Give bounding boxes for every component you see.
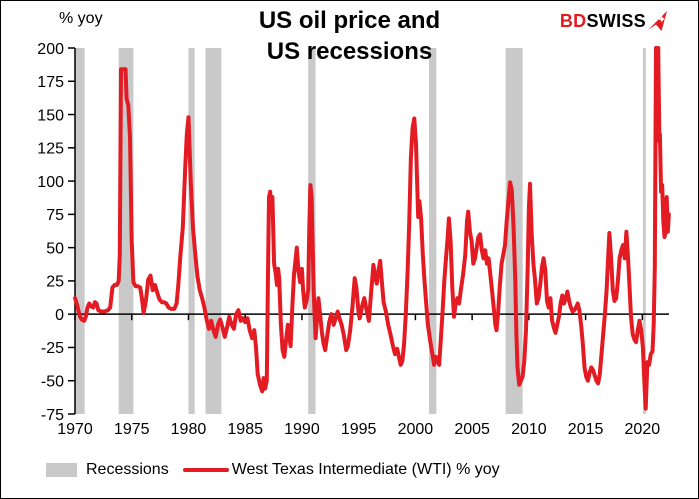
y-axis-tick-label: -75 bbox=[41, 407, 64, 424]
wti-line bbox=[73, 46, 671, 411]
x-axis-tick-label: 2015 bbox=[568, 421, 604, 438]
logo-text-swiss: SWISS bbox=[586, 10, 646, 31]
swiss-arrow-icon bbox=[648, 11, 667, 31]
bdswiss-logo: BD SWISS bbox=[560, 10, 668, 32]
y-axis-tick-label: 200 bbox=[37, 41, 64, 58]
recessions-legend-label: Recessions bbox=[86, 461, 169, 478]
recession-band bbox=[205, 48, 222, 414]
y-axis-tick-label: 175 bbox=[37, 74, 64, 91]
recession-band bbox=[642, 48, 646, 414]
y-axis-tick-label: 150 bbox=[37, 107, 64, 124]
chart-legend: Recessions West Texas Intermediate (WTI)… bbox=[46, 459, 500, 481]
x-axis-tick-label: 2005 bbox=[454, 421, 490, 438]
recession-band bbox=[74, 48, 85, 414]
x-axis-tick-label: 1975 bbox=[114, 421, 150, 438]
chart-title: US oil price and US recessions bbox=[1, 5, 698, 67]
y-axis-tick-label: 125 bbox=[37, 141, 64, 158]
x-axis-tick-label: 1990 bbox=[284, 421, 320, 438]
recession-band bbox=[429, 48, 437, 414]
logo-text-bd: BD bbox=[559, 10, 587, 31]
x-axis-tick-label: 1980 bbox=[171, 421, 207, 438]
y-axis-tick-label: -50 bbox=[41, 373, 64, 390]
x-axis-tick-label: 1970 bbox=[57, 421, 93, 438]
y-axis-tick-label: 100 bbox=[37, 174, 64, 191]
y-axis-tick-label: 25 bbox=[46, 274, 64, 291]
recessions-swatch bbox=[46, 463, 77, 477]
y-axis-tick-label: 75 bbox=[46, 207, 64, 224]
y-axis-tick-label: -25 bbox=[41, 340, 64, 357]
y-axis-unit-label: % yoy bbox=[59, 10, 103, 27]
x-axis-tick-label: 2000 bbox=[398, 421, 434, 438]
wti-line-swatch bbox=[182, 468, 229, 472]
x-axis-tick-label: 1985 bbox=[227, 421, 263, 438]
y-axis-tick-label: 50 bbox=[46, 240, 64, 257]
x-axis-tick-label: 1995 bbox=[341, 421, 377, 438]
wti-legend-label: West Texas Intermediate (WTI) % yoy bbox=[231, 461, 500, 478]
chart-title-line1: US oil price and bbox=[258, 7, 441, 34]
x-axis-tick-label: 2010 bbox=[511, 421, 547, 438]
x-axis-tick-label: 2020 bbox=[625, 421, 661, 438]
chart-title-line2: US recessions bbox=[266, 38, 433, 65]
y-axis-tick-label: 0 bbox=[55, 307, 64, 324]
